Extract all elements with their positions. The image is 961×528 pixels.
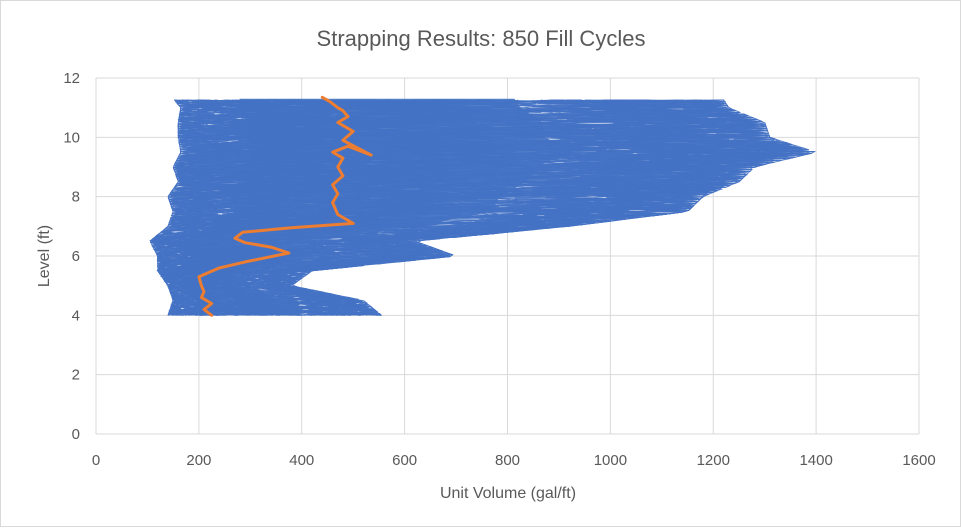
x-tick-label: 0 [92,452,100,469]
x-tick-label: 1000 [594,452,627,469]
fill-cycle-line [281,99,809,316]
fill-cycles-core [176,98,575,316]
y-tick-label: 12 [63,70,80,87]
x-tick-label: 1600 [902,452,935,469]
y-axis-label: Level (ft) [36,225,53,287]
fill-cycle-line [244,99,709,316]
y-tick-label: 6 [72,248,80,265]
x-tick-label: 400 [289,452,314,469]
y-tick-label: 4 [72,307,80,324]
y-tick-label: 0 [72,426,80,443]
x-tick-label: 200 [186,452,211,469]
fill-cycle-line [156,99,268,316]
y-tick-label: 8 [72,189,80,206]
x-axis-label: Unit Volume (gal/ft) [440,485,576,502]
average-series [197,95,373,317]
fill-cycle-line [152,99,223,316]
fill-cycles-series [149,98,816,316]
chart-title: Strapping Results: 850 Fill Cycles [317,26,646,51]
x-tick-label: 1200 [697,452,730,469]
average-line [197,95,373,317]
x-tick-label: 800 [495,452,520,469]
y-tick-label: 2 [72,367,80,384]
y-tick-label: 10 [63,129,80,146]
x-tick-label: 1400 [799,452,832,469]
tick-labels: 0 200 400 600 800 1000 1200 1400 1600 0 2 4 6 8 10 12 [63,70,935,469]
x-tick-label: 600 [392,452,417,469]
